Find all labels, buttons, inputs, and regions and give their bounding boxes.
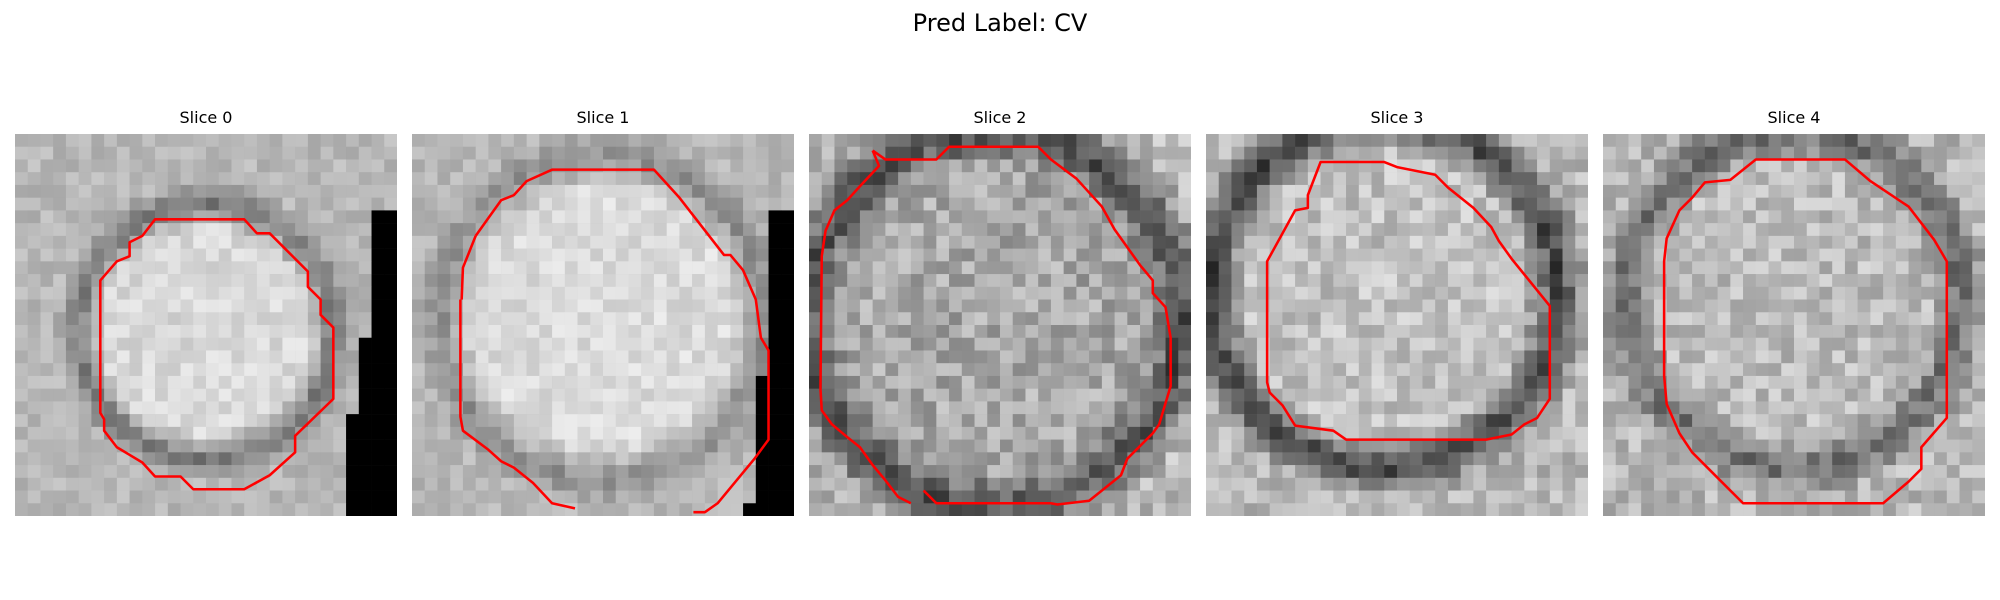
slice-title: Slice 4: [1603, 108, 1985, 128]
figure-title: Pred Label: CV: [0, 8, 2000, 38]
slice-panel-4: Slice 4: [1603, 108, 1985, 518]
slice-image: [1603, 134, 1985, 516]
slice-panel-1: Slice 1: [412, 108, 794, 518]
slice-title: Slice 3: [1206, 108, 1588, 128]
slice-panels: Slice 0 Slice 1 Slice 2 Slice 3 Slice 4: [15, 108, 1990, 528]
slice-image: [15, 134, 397, 516]
slice-image: [809, 134, 1191, 516]
slice-title: Slice 1: [412, 108, 794, 128]
slice-panel-0: Slice 0: [15, 108, 397, 518]
slice-panel-2: Slice 2: [809, 108, 1191, 518]
slice-image: [1206, 134, 1588, 516]
slice-title: Slice 2: [809, 108, 1191, 128]
slice-title: Slice 0: [15, 108, 397, 128]
slice-panel-3: Slice 3: [1206, 108, 1588, 518]
slice-image: [412, 134, 794, 516]
